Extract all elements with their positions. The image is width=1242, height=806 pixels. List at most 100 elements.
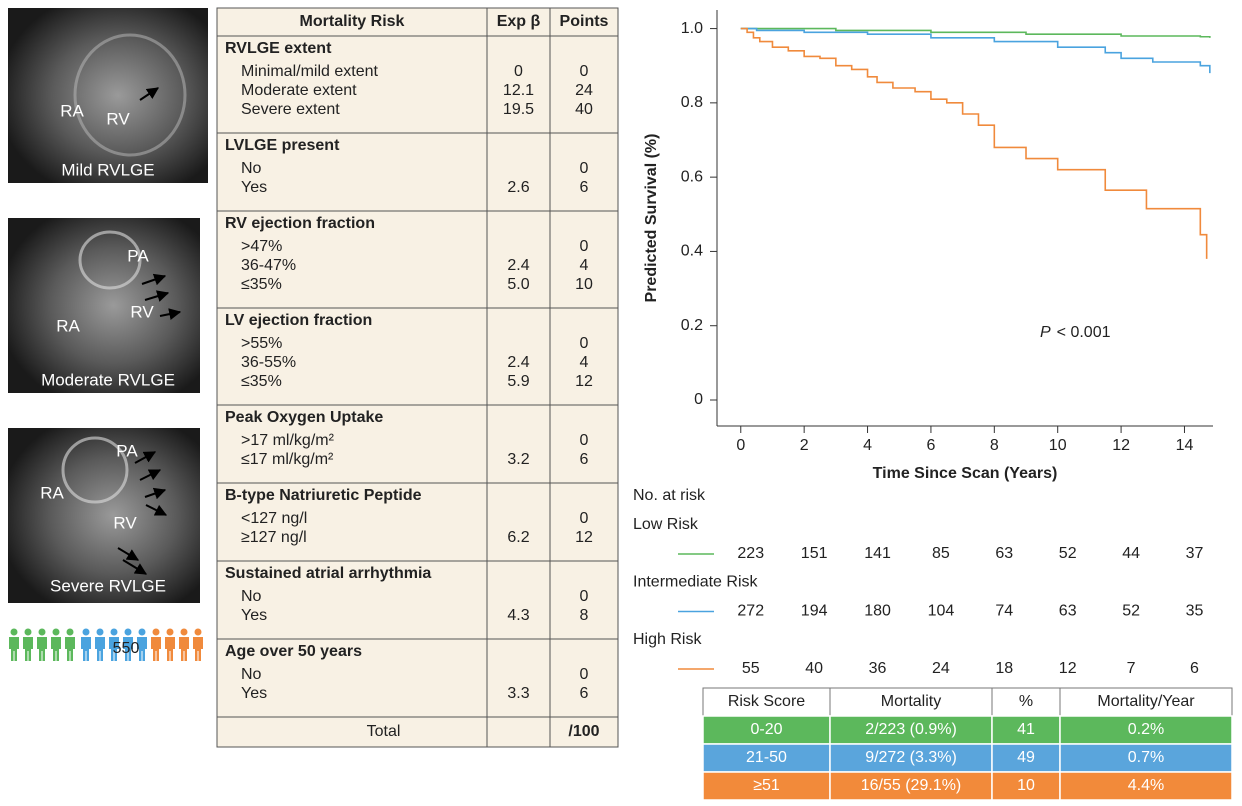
y-tick-label: 0.4 <box>681 243 703 260</box>
table-header: Exp β <box>497 13 541 30</box>
row-label: Yes <box>241 685 267 702</box>
summary-header: Mortality <box>881 693 941 710</box>
table-header: Points <box>560 13 609 30</box>
row-label: 36-55% <box>241 354 296 371</box>
y-tick-label: 0.8 <box>681 94 703 111</box>
row-label: 36-47% <box>241 257 296 274</box>
points: 6 <box>580 451 589 468</box>
mri-image <box>8 8 208 183</box>
section-title: RV ejection fraction <box>225 215 375 232</box>
risk-count: 85 <box>932 545 950 562</box>
points: 0 <box>580 238 589 255</box>
risk-count: 272 <box>737 603 764 620</box>
exp-beta: 3.2 <box>507 451 529 468</box>
summary-cell-text: 41 <box>1017 721 1035 738</box>
points: 8 <box>580 607 589 624</box>
summary-cell-text: 16/55 (29.1%) <box>861 777 962 794</box>
exp-beta: 2.6 <box>507 179 529 196</box>
summary-cell-text: 0.7% <box>1128 749 1164 766</box>
summary-cell-text: 2/223 (0.9%) <box>865 721 957 738</box>
points: 10 <box>575 276 593 293</box>
annotation-text: < 0.001 <box>1057 324 1111 341</box>
y-tick-label: 0.2 <box>681 317 703 334</box>
points: 12 <box>575 529 593 546</box>
annotation: P < 0.001 <box>1040 324 1111 341</box>
risk-count: 12 <box>1059 660 1077 677</box>
image-caption: Mild RVLGE <box>61 160 154 179</box>
exp-beta: 3.3 <box>507 685 529 702</box>
risk-count: 36 <box>869 660 887 677</box>
risk-count: 18 <box>995 660 1013 677</box>
risk-count: 52 <box>1122 603 1140 620</box>
image-label: PA <box>116 441 138 460</box>
summary-cell-text: 10 <box>1017 777 1035 794</box>
y-tick-label: 0.6 <box>681 168 703 185</box>
exp-beta: 6.2 <box>507 529 529 546</box>
image-label: RA <box>60 101 84 120</box>
row-label: Moderate extent <box>241 82 357 99</box>
exp-beta: 5.0 <box>507 276 529 293</box>
survival-curve <box>741 29 1207 259</box>
section-title: Age over 50 years <box>225 643 362 660</box>
figure: 550 RARVMild RVLGEPARARVModerate RVLGEPA… <box>0 0 1242 806</box>
risk-group: High Risk <box>633 631 702 648</box>
risk-group: Intermediate Risk <box>633 574 758 591</box>
row-label: >17 ml/kg/m² <box>241 432 335 449</box>
points: 12 <box>575 373 593 390</box>
points: 4 <box>580 257 589 274</box>
y-tick-label: 1.0 <box>681 20 703 37</box>
row-label: ≥127 ng/l <box>241 529 307 546</box>
risk-count: 44 <box>1122 545 1140 562</box>
mri-images <box>8 8 208 603</box>
y-axis-title: Predicted Survival (%) <box>643 134 660 303</box>
summary-cell-text: 9/272 (3.3%) <box>865 749 957 766</box>
summary-cell-text: 0-20 <box>750 721 782 738</box>
exp-beta: 12.1 <box>503 82 534 99</box>
row-label: ≤35% <box>241 276 282 293</box>
risk-title: No. at risk <box>633 487 706 504</box>
risk-count: 104 <box>928 603 955 620</box>
risk-count: 63 <box>1059 603 1077 620</box>
population-icons: 550 <box>9 629 203 662</box>
image-label: RV <box>113 513 137 532</box>
section-title: Sustained atrial arrhythmia <box>225 565 431 582</box>
total-points: /100 <box>568 723 599 740</box>
x-tick-label: 14 <box>1176 437 1194 454</box>
exp-beta: 4.3 <box>507 607 529 624</box>
x-tick-label: 0 <box>736 437 745 454</box>
points: 6 <box>580 179 589 196</box>
row-label: Minimal/mild extent <box>241 63 378 80</box>
points: 40 <box>575 101 593 118</box>
summary-header: Risk Score <box>728 693 805 710</box>
y-tick-label: 0 <box>694 391 703 408</box>
summary-header: Mortality/Year <box>1097 693 1195 710</box>
summary-cell-text: 0.2% <box>1128 721 1164 738</box>
points: 0 <box>580 63 589 80</box>
risk-count: 151 <box>801 545 828 562</box>
row-label: No <box>241 588 262 605</box>
points: 0 <box>580 335 589 352</box>
row-label: No <box>241 160 262 177</box>
risk-count: 37 <box>1186 545 1204 562</box>
row-label: >47% <box>241 238 282 255</box>
summary-cell-text: 49 <box>1017 749 1035 766</box>
summary-cell-text: ≥51 <box>753 777 780 794</box>
image-caption: Severe RVLGE <box>50 576 166 595</box>
row-label: >55% <box>241 335 282 352</box>
row-label: ≤35% <box>241 373 282 390</box>
survival-curve <box>741 29 1210 38</box>
summary-cell-text: 21-50 <box>746 749 787 766</box>
annotation-symbol: P <box>1040 324 1051 341</box>
risk-count: 24 <box>932 660 950 677</box>
row-label: Yes <box>241 607 267 624</box>
risk-count: 7 <box>1127 660 1136 677</box>
image-label: RA <box>56 316 80 335</box>
section-title: B-type Natriuretic Peptide <box>225 487 422 504</box>
section-title: Peak Oxygen Uptake <box>225 409 383 426</box>
image-label: RV <box>130 302 154 321</box>
summary-cell-text: 4.4% <box>1128 777 1164 794</box>
x-tick-label: 6 <box>926 437 935 454</box>
image-label: PA <box>127 246 149 265</box>
exp-beta: 5.9 <box>507 373 529 390</box>
x-axis-title: Time Since Scan (Years) <box>873 465 1058 482</box>
